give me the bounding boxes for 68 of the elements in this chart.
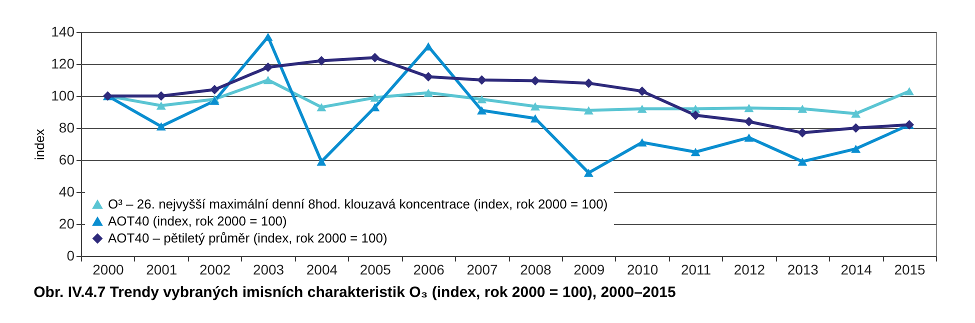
x-tick-label: 2008 bbox=[520, 262, 552, 278]
x-tick-label: 2011 bbox=[680, 262, 712, 278]
point bbox=[798, 128, 808, 138]
point bbox=[316, 56, 326, 66]
x-tick-label: 2006 bbox=[413, 262, 445, 278]
y-axis-title: index bbox=[32, 128, 48, 160]
point bbox=[637, 138, 647, 147]
point bbox=[477, 75, 487, 85]
point bbox=[424, 88, 434, 97]
point bbox=[370, 93, 380, 102]
point bbox=[744, 104, 754, 112]
point bbox=[584, 106, 594, 115]
y-tick-label: 20 bbox=[58, 216, 75, 232]
point bbox=[370, 52, 380, 62]
point bbox=[744, 133, 754, 142]
point bbox=[210, 84, 220, 94]
point bbox=[424, 42, 434, 51]
point bbox=[530, 102, 540, 111]
legend-label: AOT40 – pětiletý průměr (index, rok 2000 = 100) bbox=[108, 230, 388, 246]
x-tick-label: 2009 bbox=[574, 262, 605, 278]
x-tick-label: 2002 bbox=[200, 262, 231, 278]
point bbox=[530, 76, 540, 86]
x-tick-label: 2007 bbox=[466, 262, 498, 278]
point bbox=[904, 87, 914, 96]
point bbox=[637, 104, 647, 113]
y-tick-label: 120 bbox=[51, 56, 75, 72]
x-tick-label: 2005 bbox=[360, 262, 392, 278]
y-tick-label: 60 bbox=[58, 152, 75, 168]
point bbox=[477, 95, 487, 104]
point bbox=[851, 109, 861, 118]
x-tick-label: 2004 bbox=[306, 262, 338, 278]
point bbox=[744, 116, 754, 126]
y-tick-label: 0 bbox=[66, 248, 75, 264]
point bbox=[263, 62, 273, 72]
point bbox=[584, 78, 594, 88]
point bbox=[530, 114, 540, 123]
x-tick-label: 2001 bbox=[146, 262, 178, 278]
point bbox=[156, 101, 166, 110]
x-tick-label: 2010 bbox=[627, 262, 658, 278]
x-tick-label: 2003 bbox=[252, 262, 284, 278]
y-tick-label: 40 bbox=[58, 184, 75, 200]
y-tick-label: 140 bbox=[51, 24, 75, 40]
point bbox=[851, 123, 861, 133]
point bbox=[798, 104, 808, 113]
y-tick-label: 80 bbox=[58, 120, 75, 136]
point bbox=[477, 106, 487, 115]
y-tick-label: 100 bbox=[51, 88, 75, 104]
point bbox=[851, 144, 861, 153]
legend-label: AOT40 (index, rok 2000 = 100) bbox=[108, 214, 287, 228]
point bbox=[690, 148, 700, 156]
point bbox=[370, 103, 380, 112]
x-tick-label: 2000 bbox=[92, 262, 124, 278]
x-tick-label: 2014 bbox=[840, 262, 872, 278]
point bbox=[584, 168, 594, 177]
text: Obr. IV.4.7 Trendy vybraných imisních charakteristik O₃ (index, rok 2000 = 100), 2000–2015 bbox=[34, 284, 676, 301]
point bbox=[690, 110, 700, 120]
point bbox=[637, 86, 647, 96]
point bbox=[316, 157, 326, 166]
x-tick-label: 2015 bbox=[894, 262, 926, 278]
point bbox=[424, 72, 434, 82]
legend-label: O³ – 26. nejvyšší maximální denní 8hod. klouzavá koncentrace (index, rok 2000 = 100) bbox=[108, 196, 608, 212]
point bbox=[263, 76, 273, 84]
point bbox=[316, 103, 326, 112]
x-tick-label: 2013 bbox=[787, 262, 819, 278]
point bbox=[263, 32, 273, 41]
point bbox=[156, 122, 166, 131]
x-tick-label: 2012 bbox=[734, 262, 766, 278]
point bbox=[798, 157, 808, 166]
